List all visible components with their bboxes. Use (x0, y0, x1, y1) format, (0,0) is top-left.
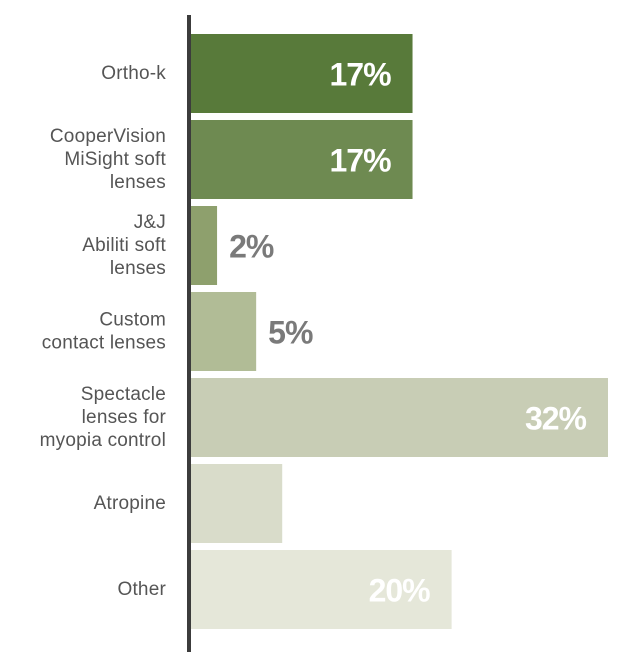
y-axis-line (187, 15, 191, 652)
value-label-2: 2% (229, 229, 274, 265)
category-label-line: Other (117, 579, 166, 600)
category-label-line: CooperVision (50, 126, 166, 147)
value-label-0: 17% (329, 57, 391, 93)
bar-3 (191, 292, 257, 371)
category-label-line: contact lenses (42, 333, 166, 354)
bar-6 (191, 550, 452, 629)
category-label-2: J&J Abiliti soft lenses (82, 212, 166, 279)
category-label-line: Ortho-k (101, 63, 166, 84)
category-label-line: MiSight soft (64, 149, 166, 170)
category-label-1: CooperVision MiSight soft lenses (50, 126, 167, 193)
value-labels-layer: 17% 17% 2% 5% 32% 7% 20% (229, 57, 587, 609)
category-label-line: Atropine (94, 493, 166, 514)
category-label-line: Custom (99, 310, 166, 331)
bar-2 (191, 206, 218, 285)
category-label-0: Ortho-k (101, 63, 166, 84)
category-label-line: myopia control (40, 430, 166, 451)
category-label-line: lenses (110, 258, 166, 279)
category-label-5: Atropine (94, 493, 166, 514)
bars-layer (191, 34, 608, 629)
category-label-line: Abiliti soft (82, 235, 166, 256)
value-label-6: 20% (369, 573, 431, 609)
category-label-line: Spectacle (81, 384, 166, 405)
category-label-line: J&J (134, 212, 166, 233)
value-label-5: 7% (294, 487, 339, 523)
category-label-line: lenses for (82, 407, 167, 428)
value-label-1: 17% (329, 143, 391, 179)
category-label-4: Spectacle lenses for myopia control (40, 384, 167, 451)
bar-5 (191, 464, 283, 543)
category-label-6: Other (117, 579, 166, 600)
category-label-line: lenses (110, 172, 166, 193)
bar-0 (191, 34, 413, 113)
category-label-3: Custom contact lenses (42, 310, 166, 354)
value-label-3: 5% (268, 315, 313, 351)
bar-1 (191, 120, 413, 199)
value-label-4: 32% (525, 401, 587, 437)
bar-4 (191, 378, 608, 457)
